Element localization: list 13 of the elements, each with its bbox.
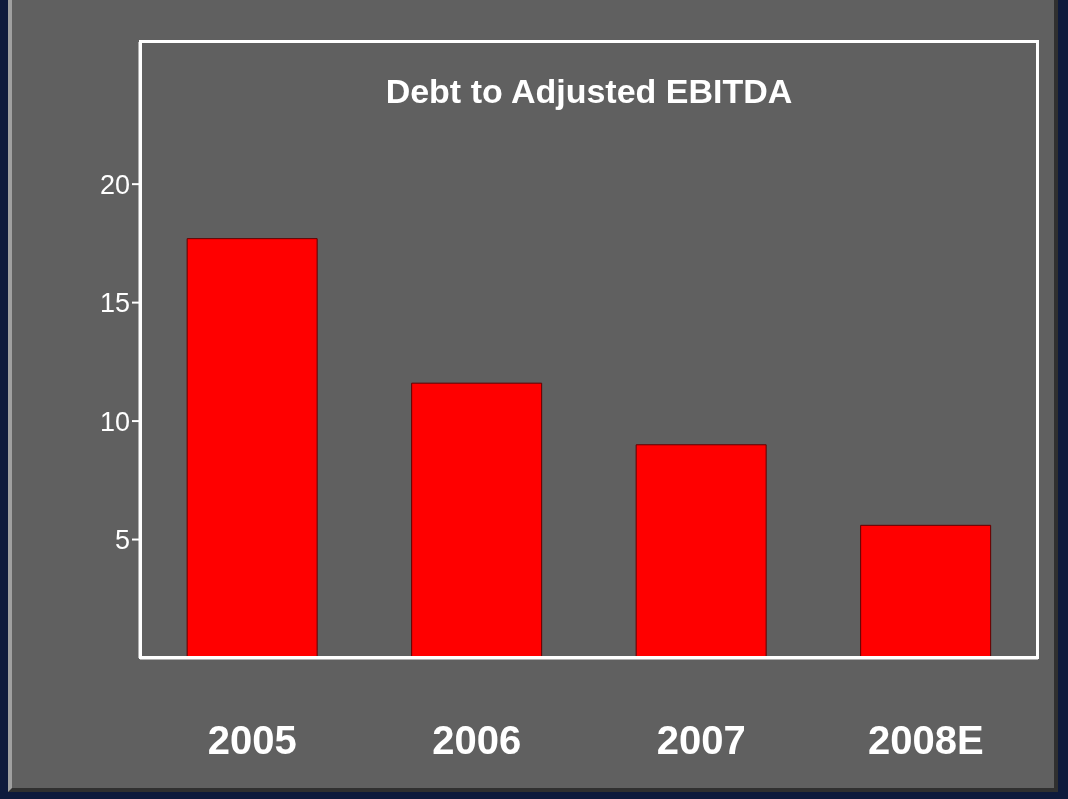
x-tick-label: 2007 xyxy=(656,718,746,763)
bar xyxy=(186,238,318,658)
bar xyxy=(860,524,992,658)
bar xyxy=(411,382,543,658)
x-tick-label: 2006 xyxy=(432,718,522,763)
y-tick-label: 20 xyxy=(99,169,130,200)
y-tick-label: 5 xyxy=(114,525,130,556)
x-tick-label: 2008E xyxy=(867,718,984,763)
y-tick-label: 10 xyxy=(99,406,130,437)
y-tick-label: 15 xyxy=(99,288,130,319)
bar xyxy=(635,444,767,658)
text: Debt to Adjusted EBITDA xyxy=(384,72,794,111)
x-tick-label: 2005 xyxy=(207,718,297,763)
